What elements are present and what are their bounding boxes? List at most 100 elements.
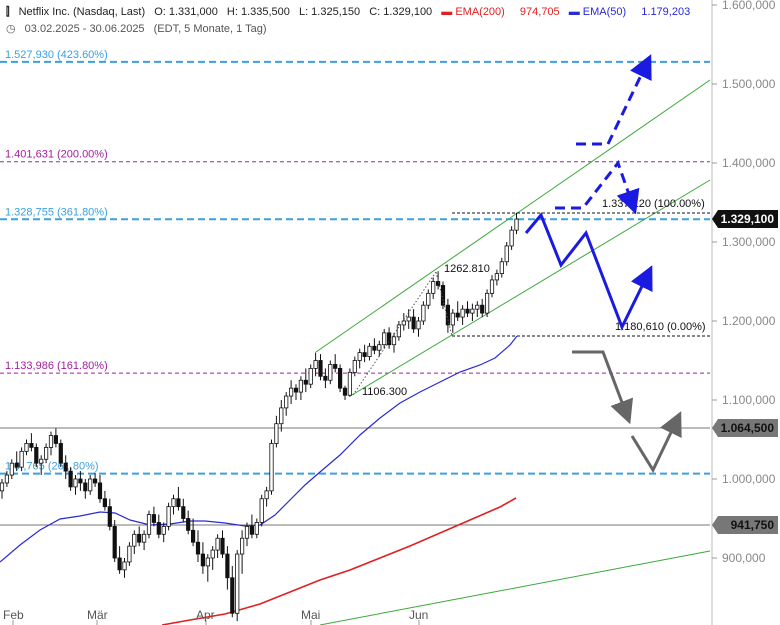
price-tag — [712, 516, 778, 535]
candle — [386, 332, 392, 346]
candle — [117, 557, 122, 571]
x-tick-label: Apr — [196, 608, 215, 622]
legend-row: ⫿ Netflix Inc. (Nasdaq, Last) O: 1.331,0… — [6, 6, 696, 19]
candle — [357, 352, 362, 361]
candle — [34, 446, 39, 464]
date-range: 03.02.2025 - 30.06.2025 — [24, 23, 145, 35]
candle — [107, 506, 112, 527]
candle — [377, 344, 382, 351]
candle — [470, 308, 475, 314]
candle — [239, 537, 245, 555]
candle — [450, 312, 455, 326]
fib-level-label: 1.0 ,765 (261.80%) — [5, 461, 99, 473]
candle — [44, 446, 49, 460]
candle — [391, 336, 397, 346]
x-tick-label: Feb — [3, 608, 24, 622]
candle — [48, 435, 54, 448]
candle — [225, 553, 230, 579]
candle — [151, 514, 156, 523]
candlestick-icon: ⫿ — [6, 6, 10, 18]
candle — [9, 462, 14, 476]
candle — [19, 450, 24, 468]
fib-0-label: 1.180,610 (0.00%) — [615, 321, 706, 333]
candle — [298, 379, 304, 393]
candle — [367, 345, 372, 357]
candle — [264, 490, 269, 500]
candle — [83, 482, 88, 492]
candle — [435, 281, 441, 286]
candle — [166, 506, 171, 527]
price-tag — [712, 210, 778, 229]
candle — [328, 364, 333, 381]
ohlc-close: C: 1.329,100 — [369, 6, 433, 18]
candle — [97, 482, 103, 500]
candle — [146, 514, 152, 535]
fib-level-label: 1.401,631 (200.00%) — [5, 149, 108, 161]
ema200-line — [161, 497, 517, 625]
candle — [455, 312, 460, 318]
candle — [504, 245, 509, 263]
projection-path-top — [576, 54, 652, 146]
candle — [499, 261, 504, 275]
candle — [396, 324, 402, 338]
period-note: (EDT, 5 Monate, 1 Tag) — [153, 23, 267, 35]
y-tick-label: 1.600,000 — [722, 0, 776, 12]
candle — [303, 379, 308, 385]
candle — [24, 443, 29, 452]
candle — [156, 522, 161, 535]
ohlc-low: L: 1.325,150 — [298, 6, 361, 18]
y-tick-label: 900,000 — [722, 551, 766, 565]
candle — [39, 458, 44, 464]
candle — [406, 316, 411, 322]
candle — [254, 522, 259, 535]
long-trend-line — [319, 550, 711, 625]
candle — [416, 320, 421, 330]
candle — [333, 364, 338, 369]
projection-path-mid — [555, 159, 640, 215]
candle — [210, 549, 215, 559]
price-tag-label: 1.064,500 — [721, 421, 775, 435]
candle — [176, 498, 181, 508]
candle — [484, 292, 490, 314]
ema50-value: 1.179,203 — [641, 6, 691, 18]
ema200-value: 974,705 — [519, 6, 560, 18]
swing-connector — [352, 271, 437, 396]
candle — [195, 541, 201, 555]
channel-lower-line — [351, 179, 711, 396]
price-tag — [712, 419, 778, 438]
y-tick-label: 1.300,000 — [722, 235, 776, 249]
clock-icon: ◷ — [6, 23, 16, 35]
y-tick-label: 1.200,000 — [722, 314, 776, 328]
ema200-legend: ▬ EMA(200) — [441, 6, 505, 18]
ohlc-high: H: 1.335,500 — [226, 6, 290, 18]
candle — [137, 533, 142, 543]
candle — [14, 462, 19, 468]
candle — [122, 561, 127, 571]
candle — [235, 553, 240, 614]
candle — [29, 443, 34, 448]
candle — [480, 304, 485, 314]
candle — [127, 545, 132, 563]
instrument-name: Netflix Inc. (Nasdaq, Last) — [18, 6, 146, 18]
fib-level-label: 1.328,755 (361.80%) — [5, 206, 108, 218]
swing-connector — [435, 271, 453, 337]
swing-high-label: 1262.810 — [444, 263, 490, 275]
price-tag-label: 941,750 — [731, 518, 775, 532]
candle — [181, 506, 186, 519]
candle — [382, 332, 387, 346]
candle — [475, 304, 480, 310]
candle — [352, 360, 357, 373]
candle — [337, 367, 343, 389]
candle — [186, 518, 191, 531]
candle — [308, 367, 313, 385]
channel-upper-line — [315, 79, 711, 353]
candle — [431, 281, 436, 294]
candle — [288, 387, 294, 397]
candle — [244, 526, 250, 539]
candle — [372, 345, 377, 351]
candle — [411, 316, 416, 330]
candle — [494, 273, 500, 281]
candle — [465, 308, 470, 314]
